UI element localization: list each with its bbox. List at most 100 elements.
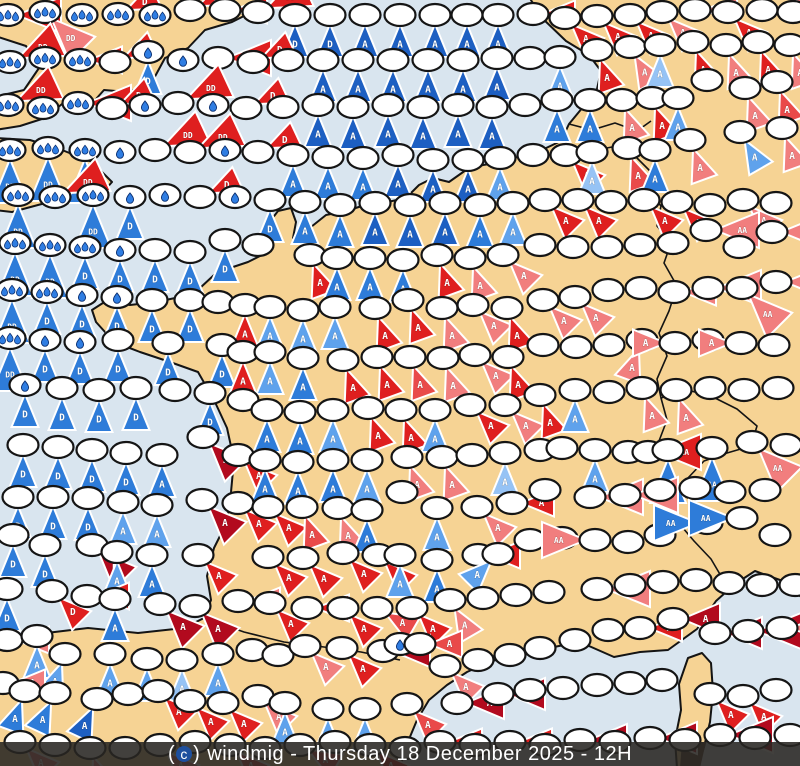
symbol-ellipse [145, 442, 179, 468]
symbol-ellipse [594, 189, 628, 215]
cone-letter: A [382, 331, 388, 342]
cone-letter: DD [36, 86, 46, 95]
symbol-ellipse [678, 0, 712, 23]
cone-letter: A [256, 471, 262, 482]
cone-letter: A [733, 68, 739, 79]
cone-letter: D [149, 325, 155, 336]
migration-symbol: D [65, 282, 99, 338]
symbol-ellipse [173, 0, 207, 23]
symbol-ellipse [693, 681, 727, 707]
symbol-ellipse [558, 377, 592, 403]
direction-cone [790, 50, 800, 91]
migration-symbol: D [63, 329, 97, 385]
migration-symbol: A [143, 591, 207, 651]
cone-letter: D [70, 607, 76, 618]
cone-letter: A [302, 227, 308, 238]
raindrop-icon [74, 146, 81, 157]
migration-symbol: A [458, 342, 517, 397]
cone-letter: A [642, 68, 648, 79]
symbol-ellipse [486, 242, 520, 268]
symbol-ellipse [516, 142, 550, 168]
migration-symbol: A [728, 75, 774, 134]
direction-cone [288, 364, 318, 401]
migration-symbol [693, 192, 727, 218]
migration-symbol [513, 527, 547, 553]
symbol-ellipse [528, 187, 562, 213]
direction-cone [164, 608, 207, 651]
symbol-ellipse [161, 90, 195, 116]
cone-letter: DD [83, 178, 93, 187]
symbol-ellipse [271, 47, 305, 73]
symbol-ellipse [35, 578, 69, 604]
direction-cone [23, 698, 53, 739]
symbol-ellipse [613, 670, 647, 696]
raindrop-icon [115, 245, 125, 257]
cone-letter: A [643, 338, 649, 349]
migration-symbol: A [173, 688, 232, 743]
migration-symbol: A [253, 339, 287, 395]
symbol-ellipse [540, 87, 574, 113]
symbol-ellipse [545, 435, 579, 461]
raindrop-icon [52, 144, 59, 155]
symbol-ellipse [70, 583, 104, 609]
cone-letter: A [463, 682, 469, 693]
symbol-ellipse [236, 49, 270, 75]
migration-symbol: A [316, 397, 350, 453]
symbol-ellipse [420, 547, 454, 573]
direction-cone [255, 358, 285, 395]
symbol-ellipse [390, 444, 424, 470]
direction-cone [408, 113, 438, 150]
cone-letter: A [267, 332, 273, 343]
migration-symbol: A [383, 542, 417, 598]
migration-symbol: A [393, 344, 439, 403]
raindrop-icon [54, 241, 61, 252]
cone-letter: AA [763, 310, 773, 319]
migration-symbol: A [425, 295, 471, 354]
migration-symbol [546, 675, 580, 701]
cone-letter: A [563, 216, 569, 227]
raindrop-icon [44, 193, 51, 204]
cone-letter: A [596, 216, 602, 227]
migration-symbol: A [540, 87, 574, 143]
migration-symbol: D [101, 327, 135, 383]
cone-letter: A [350, 383, 356, 394]
symbol-ellipse [643, 32, 677, 58]
migration-symbol: A [316, 447, 350, 503]
cone-letter: D [187, 325, 193, 336]
symbol-ellipse [311, 144, 345, 170]
cone-letter: D [145, 77, 151, 88]
cone-letter: A [462, 621, 468, 632]
migration-symbol [523, 232, 557, 258]
cone-letter: A [107, 679, 113, 690]
cone-letter: A [477, 230, 483, 241]
symbol-ellipse [221, 490, 255, 516]
migration-symbol [526, 332, 560, 358]
symbol-ellipse [301, 92, 335, 118]
migration-symbol: D [28, 532, 62, 588]
cone-letter: D [20, 470, 26, 481]
cone-letter: A [449, 331, 455, 342]
cone-letter: A [179, 685, 185, 696]
symbol-ellipse [745, 572, 779, 598]
migration-symbol: A [698, 328, 758, 358]
migration-symbol: A [381, 142, 415, 198]
symbol-ellipse [451, 147, 485, 173]
symbol-ellipse [0, 2, 25, 28]
migration-symbol [678, 475, 712, 501]
cone-letter: A [40, 715, 46, 726]
migration-symbol: A [416, 147, 450, 203]
cone-letter: A [288, 619, 294, 630]
cone-letter: A [455, 130, 461, 141]
cone-letter: A [635, 171, 641, 182]
migration-symbol: A [488, 440, 522, 496]
symbol-ellipse [138, 237, 172, 263]
migration-symbol: A [573, 87, 607, 143]
symbol-ellipse [20, 623, 54, 649]
cone-letter: A [300, 383, 306, 394]
migration-symbol: A [625, 375, 671, 434]
raindrop-icon [1, 286, 8, 297]
symbol-ellipse [75, 437, 109, 463]
direction-cone [307, 562, 345, 600]
migration-symbol: A [393, 192, 427, 248]
symbol-ellipse [395, 595, 429, 621]
